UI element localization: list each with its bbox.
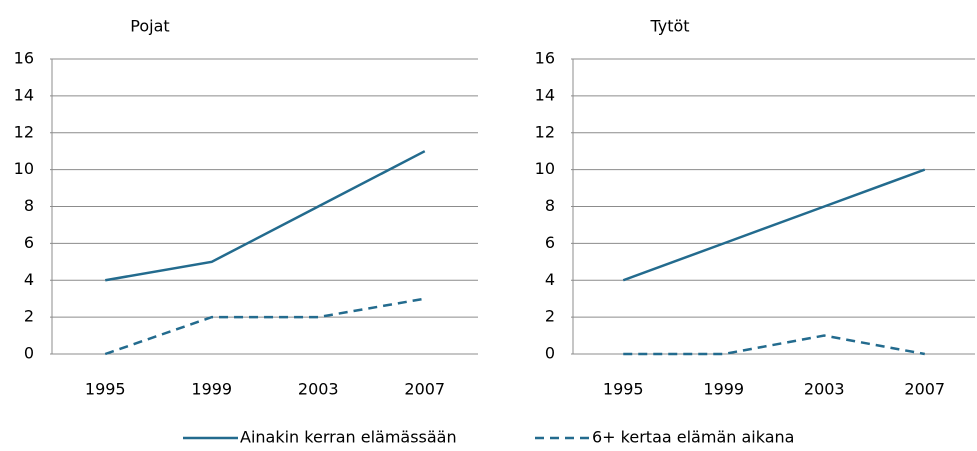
- y-tick-label: 0: [24, 344, 34, 363]
- legend-label: 6+ kertaa elämän aikana: [592, 428, 794, 447]
- y-tick-label: 8: [545, 196, 555, 215]
- line-series: [623, 334, 925, 356]
- y-tick-label: 16: [535, 49, 555, 68]
- y-tick-label: 10: [14, 159, 34, 178]
- y-tick-label: 16: [14, 49, 34, 68]
- y-tick-label: 4: [545, 270, 555, 289]
- legend-label: Ainakin kerran elämässään: [240, 428, 457, 447]
- line-series: [622, 168, 926, 282]
- y-tick-label: 2: [24, 307, 34, 326]
- y-tick-label: 14: [14, 85, 34, 104]
- x-tick-label: 1999: [703, 380, 744, 399]
- x-tick-label: 1995: [603, 380, 644, 399]
- y-tick-label: 6: [24, 233, 34, 252]
- y-tick-label: 2: [545, 307, 555, 326]
- chart-title: Tytöt: [649, 17, 689, 36]
- y-tick-label: 0: [545, 344, 555, 363]
- y-tick-label: 8: [24, 196, 34, 215]
- x-tick-label: 1999: [191, 380, 232, 399]
- line-series: [104, 297, 425, 356]
- chart-title: Pojat: [130, 17, 169, 36]
- y-tick-label: 12: [14, 122, 34, 141]
- x-tick-label: 2007: [404, 380, 445, 399]
- x-tick-label: 2003: [298, 380, 339, 399]
- x-tick-label: 2003: [804, 380, 845, 399]
- y-tick-label: 4: [24, 270, 34, 289]
- y-tick-label: 14: [535, 85, 555, 104]
- x-tick-label: 1995: [85, 380, 126, 399]
- y-tick-label: 10: [535, 159, 555, 178]
- y-tick-label: 12: [535, 122, 555, 141]
- y-tick-label: 6: [545, 233, 555, 252]
- x-tick-label: 2007: [904, 380, 945, 399]
- line-series: [105, 150, 426, 282]
